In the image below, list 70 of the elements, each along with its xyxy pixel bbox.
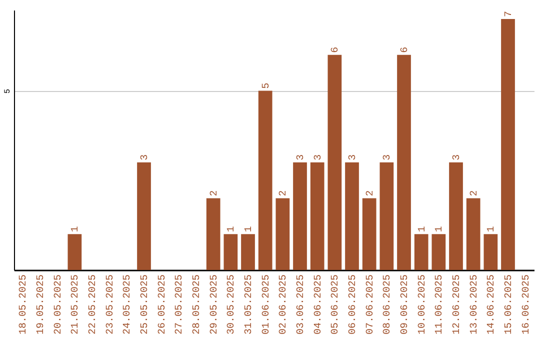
x-tick-label: 24.05.2025 (122, 274, 134, 335)
bar (276, 198, 290, 270)
data-label: 1 (486, 226, 498, 232)
data-label: 1 (434, 226, 446, 232)
bar (397, 54, 411, 270)
x-tick-label: 19.05.2025 (36, 274, 47, 335)
data-label: 6 (400, 46, 411, 53)
x-tick-label: 07.06.2025 (365, 274, 376, 335)
x-tick-label: 09.06.2025 (400, 274, 411, 335)
x-tick-label: 01.06.2025 (261, 274, 272, 335)
x-tick-label: 11.06.2025 (434, 274, 446, 335)
bar (224, 234, 238, 270)
x-tick-label: 03.06.2025 (296, 274, 307, 335)
x-tick-label: 27.05.2025 (174, 274, 186, 335)
data-label: 7 (504, 10, 515, 17)
bar (137, 162, 151, 270)
x-tick-label: 22.05.2025 (88, 274, 99, 335)
x-tick-label: 25.05.2025 (140, 274, 151, 335)
x-tick-label: 12.06.2025 (452, 274, 463, 335)
x-tick-label: 15.06.2025 (504, 274, 515, 335)
bar (466, 198, 480, 270)
data-label: 1 (244, 226, 255, 232)
bar (484, 234, 498, 270)
bar (241, 234, 255, 270)
bar (414, 234, 428, 270)
data-label: 6 (330, 46, 342, 53)
data-label: 3 (313, 154, 324, 160)
data-label: 1 (70, 226, 82, 232)
x-tick-label: 08.06.2025 (382, 274, 394, 335)
x-tick-label: 20.05.2025 (53, 274, 64, 335)
bar (501, 18, 515, 270)
data-label: 2 (278, 190, 290, 196)
x-tick-label: 10.06.2025 (417, 274, 428, 335)
data-label: 2 (209, 190, 220, 196)
bar (380, 162, 394, 270)
x-tick-label: 06.06.2025 (348, 274, 359, 335)
bar (432, 234, 446, 270)
bar (449, 162, 463, 270)
x-tick-label: 30.05.2025 (226, 274, 238, 335)
bar (206, 198, 220, 270)
data-label: 2 (469, 190, 480, 196)
x-tick-label: 14.06.2025 (486, 274, 498, 335)
data-label: 3 (452, 154, 463, 160)
x-tick-label: 29.05.2025 (209, 274, 220, 335)
data-label: 5 (261, 82, 272, 89)
bar (328, 54, 342, 270)
x-tick-label: 05.06.2025 (330, 274, 342, 335)
x-tick-label: 18.05.2025 (18, 274, 30, 335)
data-label: 3 (348, 154, 359, 160)
data-label: 1 (226, 226, 238, 232)
data-label: 1 (417, 226, 428, 232)
x-tick-label: 21.05.2025 (70, 274, 82, 335)
data-label: 2 (365, 190, 376, 196)
bar (68, 234, 82, 270)
data-label: 3 (382, 154, 394, 160)
bar (345, 162, 359, 270)
x-tick-label: 31.05.2025 (244, 274, 255, 335)
bar (310, 162, 324, 270)
bar (362, 198, 376, 270)
x-tick-label: 04.06.2025 (313, 274, 324, 335)
x-tick-label: 28.05.2025 (192, 274, 203, 335)
x-tick-label: 23.05.2025 (105, 274, 116, 335)
bar (293, 162, 307, 270)
bar (258, 90, 272, 270)
data-label: 3 (140, 154, 151, 160)
data-label: 3 (296, 154, 307, 160)
x-tick-label: 26.05.2025 (157, 274, 168, 335)
x-tick-label: 02.06.2025 (278, 274, 290, 335)
x-tick-label: 13.06.2025 (469, 274, 480, 335)
x-tick-label: 16.06.2025 (521, 274, 532, 335)
